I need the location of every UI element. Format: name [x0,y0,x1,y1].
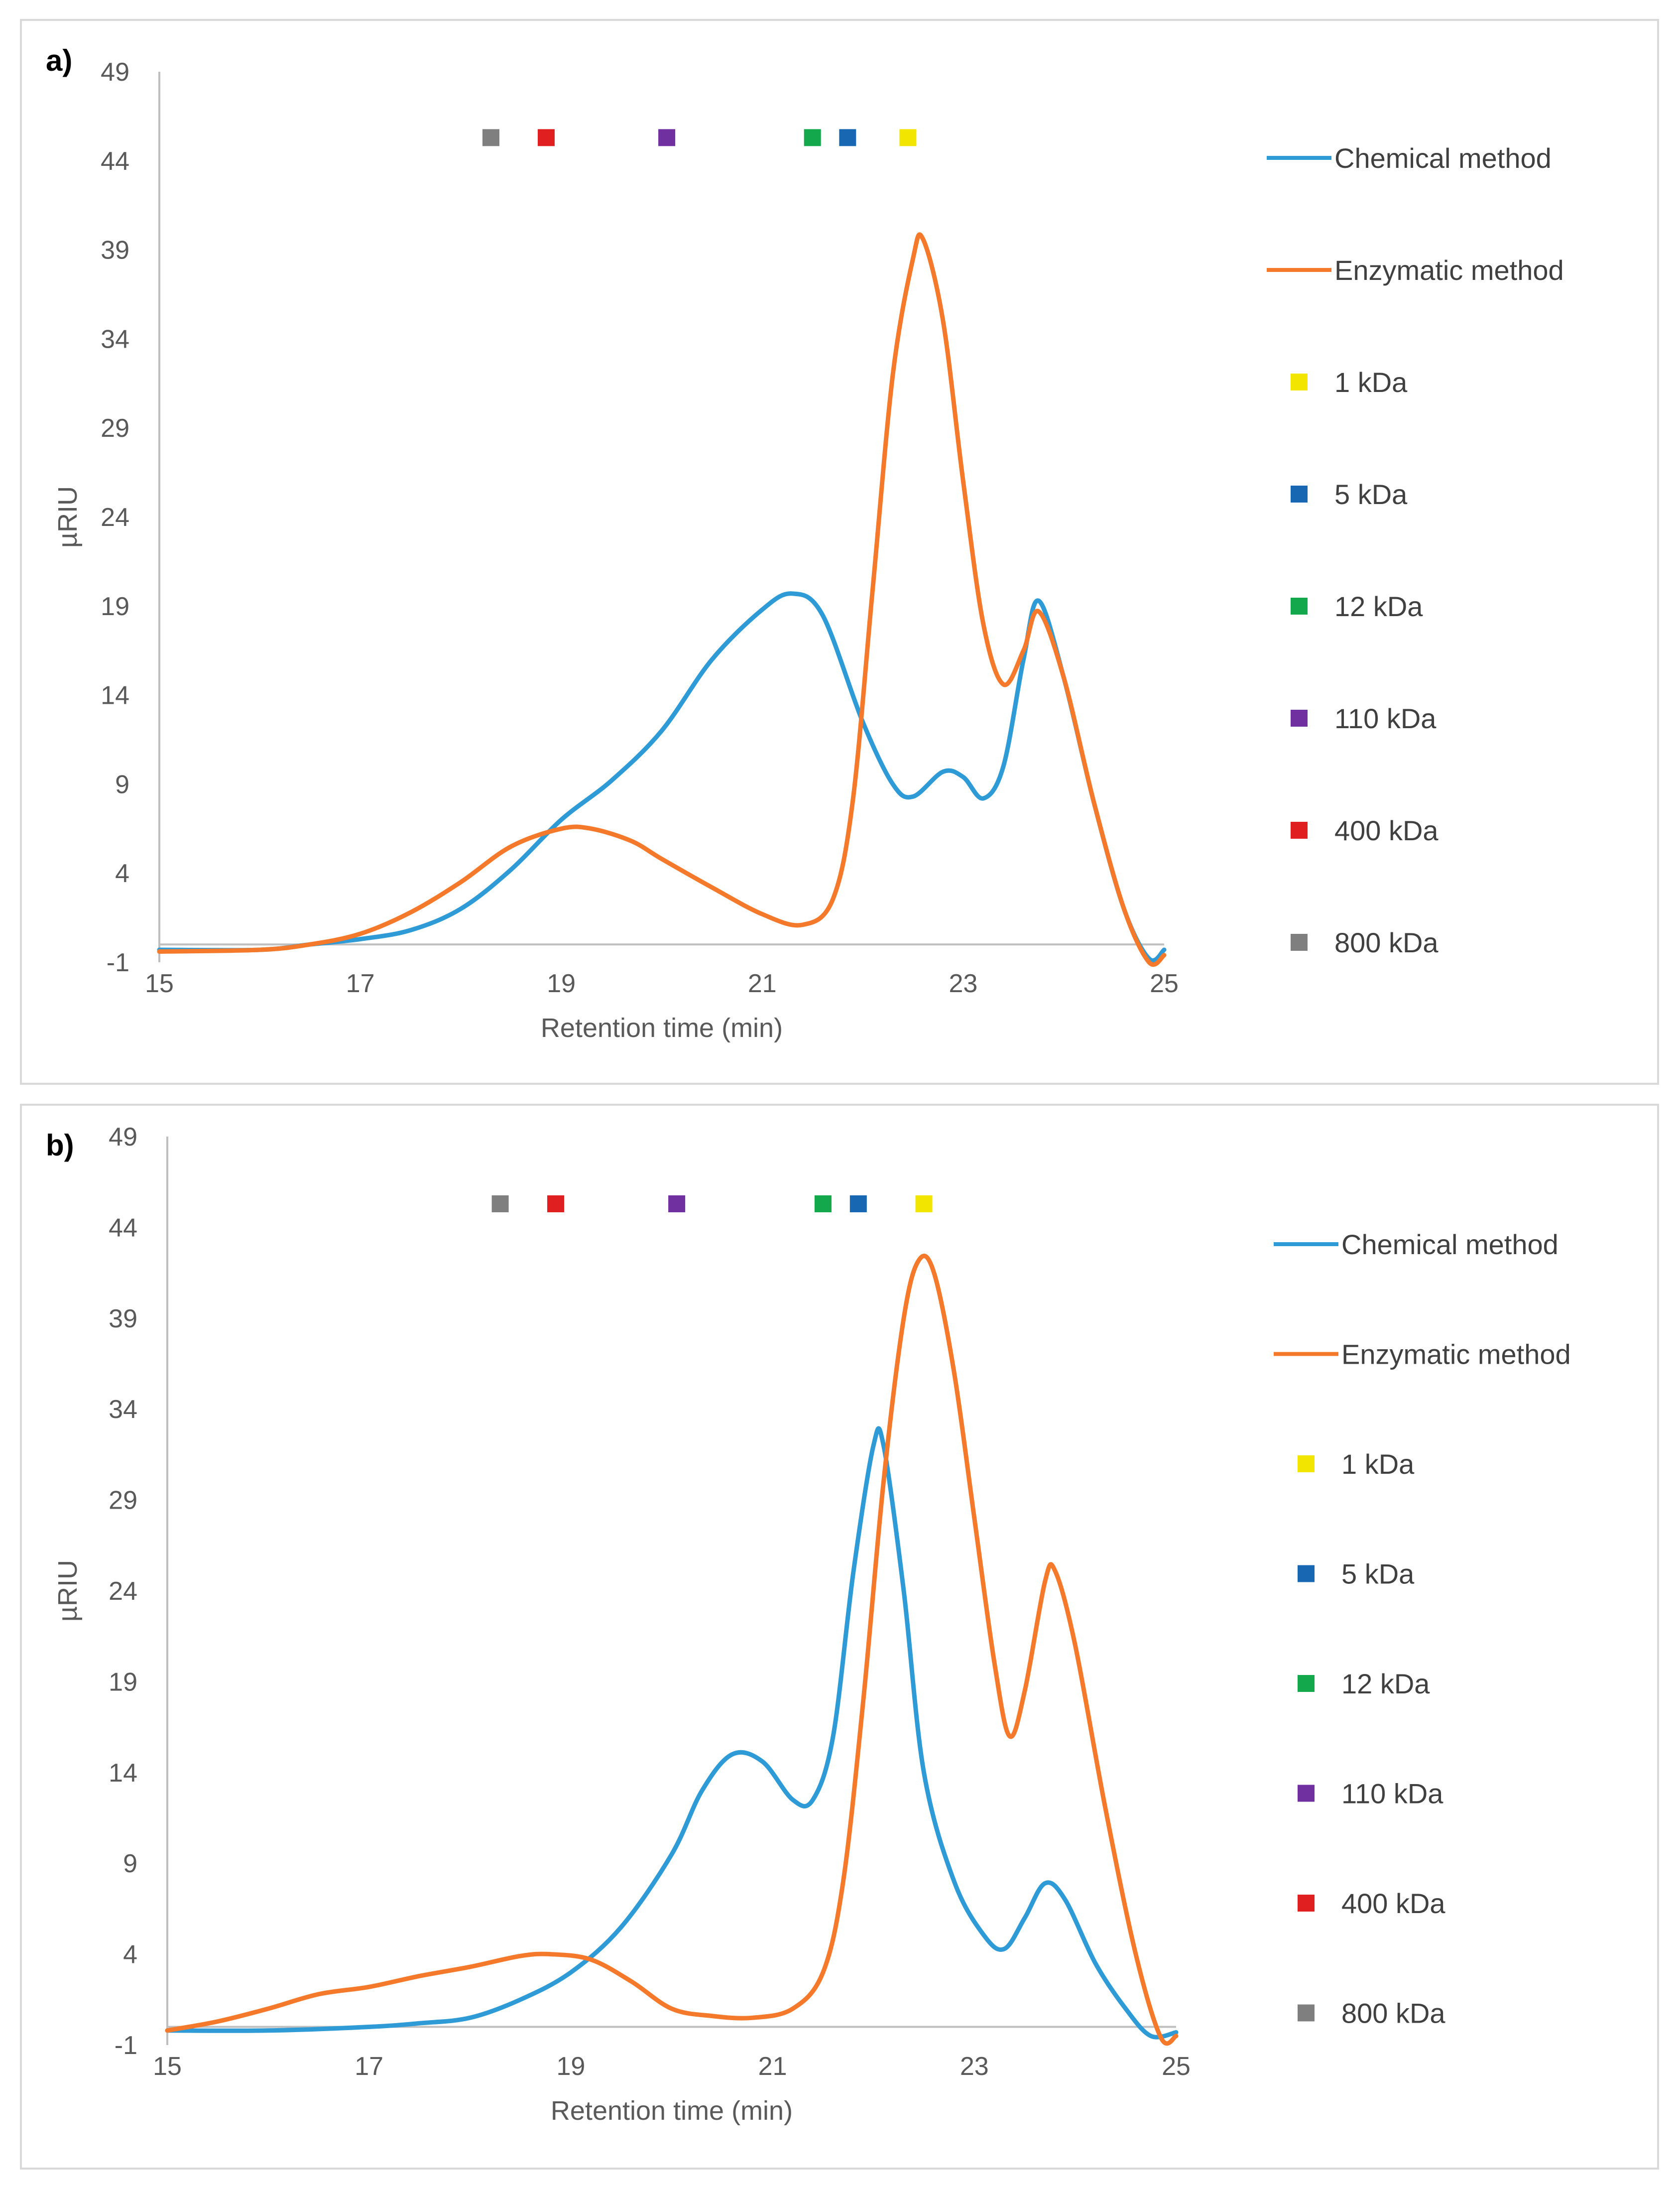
y-tick-label: 49 [101,58,129,87]
y-tick-label: 34 [109,1395,137,1424]
marker-12-kda [804,129,821,146]
legend-swatch-110-kda [1298,1785,1315,1802]
x-tick-label: 19 [556,2052,585,2081]
y-tick-label: 9 [123,1849,137,1878]
legend-swatch-5-kda [1291,486,1308,503]
chart-panel-b: b) -1 4 9 14 19 24 29 34 39 44 49 15 17 19 21 23 25 Retent… [20,1104,1659,2170]
marker-110-kda [658,129,676,146]
x-tick-label: 21 [758,2052,787,2081]
legend-label: 1 kDa [1334,367,1408,398]
legend-swatch-800-kda [1298,2004,1315,2022]
y-tick-label: 4 [115,859,129,888]
legend-label: Chemical method [1334,142,1552,174]
marker-5-kda [839,129,856,146]
legend-swatch-1-kda [1291,374,1308,390]
x-tick-label: 23 [949,969,977,998]
legend-label: 800 kDa [1334,927,1439,958]
legend-label: 5 kDa [1341,1558,1415,1590]
x-axis-title: Retention time (min) [541,1013,783,1043]
y-axis-title: µRIU [53,1560,83,1622]
x-tick-label: 25 [1162,2052,1191,2081]
x-axis-title: Retention time (min) [551,2096,793,2126]
y-tick-label: 19 [109,1668,137,1696]
marker-5-kda [849,1195,867,1212]
legend-label: 110 kDa [1341,1778,1443,1809]
panel-label: a) [46,44,72,77]
y-tick-label: 14 [109,1759,137,1788]
legend-swatch-110-kda [1291,710,1308,727]
legend-label: Enzymatic method [1334,255,1564,286]
legend-label: 12 kDa [1334,591,1423,622]
y-tick-label: 34 [101,325,129,354]
legend-swatch-400-kda [1298,1895,1315,1912]
y-tick-label: 44 [101,147,129,176]
x-tick-label: 17 [355,2052,383,2081]
y-tick-label: -1 [115,2031,137,2060]
y-tick-label: 4 [123,1940,137,1969]
x-tick-label: 15 [153,2052,182,2081]
legend-swatch-5-kda [1298,1565,1315,1582]
legend-label: 1 kDa [1341,1448,1415,1480]
legend-swatch-800-kda [1291,934,1308,951]
marker-400-kda [547,1195,565,1212]
legend-label: Enzymatic method [1341,1339,1571,1370]
x-tick-label: 15 [145,969,174,998]
y-tick-label: 29 [109,1486,137,1515]
legend-label: 12 kDa [1341,1668,1430,1699]
marker-12-kda [814,1195,832,1212]
y-tick-label: 39 [101,236,129,265]
legend-label: 800 kDa [1341,1998,1445,2029]
y-tick-label: 9 [115,770,129,799]
legend-swatch-12-kda [1291,598,1308,615]
marker-1-kda [915,1195,933,1212]
y-tick-label: 44 [109,1213,137,1242]
marker-800-kda [482,129,499,146]
legend-label: Chemical method [1341,1229,1559,1260]
series-line-chemical [165,1426,1179,2040]
x-tick-label: 23 [960,2052,989,2081]
y-tick-label: 14 [101,681,129,710]
y-axis-title: µRIU [53,486,83,548]
y-tick-label: 19 [101,592,129,621]
legend-swatch-12-kda [1298,1675,1315,1692]
series-line-enzymatic [157,232,1167,967]
marker-400-kda [537,129,555,146]
panel-label: b) [46,1129,74,1162]
legend-swatch-1-kda [1298,1455,1315,1472]
y-tick-label: 49 [109,1123,137,1152]
series-line-chemical [157,591,1167,963]
legend-swatch-400-kda [1291,822,1308,839]
legend-label: 400 kDa [1334,815,1439,846]
x-tick-label: 21 [748,969,777,998]
x-tick-label: 19 [547,969,576,998]
y-tick-label: -1 [107,948,129,977]
y-tick-label: 39 [109,1304,137,1333]
chart-panel-a: a) -1 4 9 14 19 24 29 34 39 44 49 15 17 19 21 23 25 Retent… [20,19,1659,1085]
x-tick-label: 25 [1150,969,1179,998]
series-line-enzymatic [165,1254,1179,2046]
legend-label: 400 kDa [1341,1888,1445,1919]
marker-1-kda [899,129,917,146]
x-tick-label: 17 [346,969,375,998]
marker-800-kda [491,1195,509,1212]
legend-label: 110 kDa [1334,703,1437,734]
y-tick-label: 29 [101,414,129,443]
y-tick-label: 24 [109,1577,137,1606]
marker-110-kda [668,1195,686,1212]
legend-label: 5 kDa [1334,479,1408,510]
y-tick-label: 24 [101,503,129,532]
